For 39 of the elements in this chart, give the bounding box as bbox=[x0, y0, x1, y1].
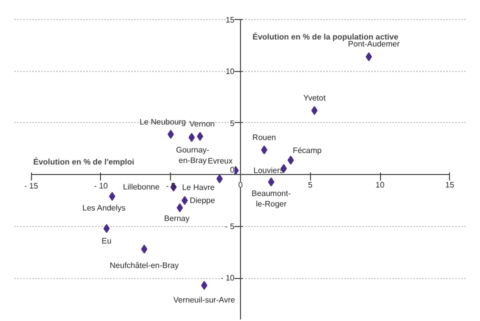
point bbox=[196, 132, 204, 141]
point bbox=[216, 174, 223, 184]
annotation: Beaumont- le-Roger bbox=[252, 188, 292, 209]
annotation: Bernay bbox=[164, 214, 190, 223]
annotation: Pont-Audemer bbox=[348, 40, 400, 49]
point bbox=[108, 192, 116, 201]
annotation: Verneuil-sur-Avre bbox=[173, 295, 236, 304]
annotation: Dieppe bbox=[190, 196, 216, 206]
annotation: Neufchâtel-en-Bray bbox=[110, 261, 179, 270]
annotation: Evreux bbox=[208, 156, 233, 166]
annotation: Rouen bbox=[252, 132, 276, 142]
annotation: Eu bbox=[102, 236, 112, 246]
y-tick-label: - 5 bbox=[225, 222, 236, 231]
y-tick-label: 10 bbox=[226, 67, 236, 76]
annotation: Les Andelys bbox=[82, 203, 126, 212]
x-tick-label: 10 bbox=[376, 180, 386, 190]
y-axis-title: Évolution en % de la population active bbox=[252, 32, 399, 42]
annotation: Gournay- en-Bray bbox=[176, 145, 210, 166]
annotation: Lillebonne bbox=[123, 182, 160, 192]
x-tick-label: - 15 bbox=[24, 182, 39, 191]
y-tick-label: - 10 bbox=[220, 274, 236, 283]
point bbox=[103, 224, 110, 233]
point bbox=[366, 52, 372, 62]
annotation: Le Havre bbox=[182, 182, 216, 192]
annotation: Louviers bbox=[254, 166, 284, 175]
annotation: Vernon bbox=[189, 119, 215, 128]
x-tick-label: - 10 bbox=[94, 182, 108, 191]
y-tick-label: 0 bbox=[230, 166, 236, 175]
annotation: Fécamp bbox=[292, 146, 322, 156]
y-tick-label: 5 bbox=[230, 118, 236, 128]
x-tick-label: 5 bbox=[308, 180, 314, 190]
annotation: Yvetot bbox=[303, 94, 326, 103]
y-tick-label: 15 bbox=[226, 16, 236, 24]
point bbox=[311, 106, 318, 116]
annotation: Le Neubourg bbox=[140, 117, 186, 126]
x-tick-label: 15 bbox=[445, 180, 455, 190]
x-axis-title: Évolution en % de l'emploi bbox=[33, 156, 134, 167]
x-tick-label: 0 bbox=[238, 180, 244, 190]
x-tick-label: - 5 bbox=[166, 182, 176, 191]
